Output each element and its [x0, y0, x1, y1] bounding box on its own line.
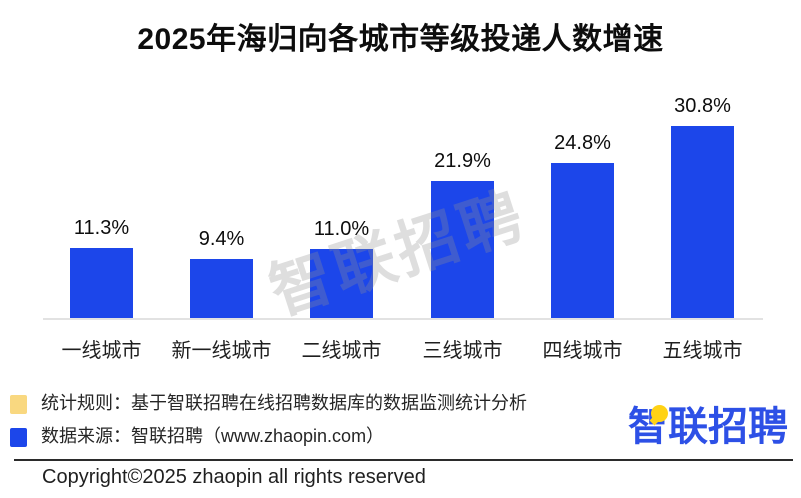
legend-swatch-blue [10, 427, 27, 447]
bar-value-label: 11.3% [73, 217, 130, 239]
category-label: 三线城市 [422, 340, 503, 362]
bar [431, 181, 494, 318]
bar [671, 126, 734, 318]
zhaopin-logo: 智联招聘 [628, 405, 788, 449]
bar [310, 249, 373, 318]
bar [190, 259, 253, 318]
bar-value-label: 9.4% [198, 228, 245, 250]
legend-swatch-yellow [10, 394, 27, 414]
bar-value-label: 30.8% [674, 95, 731, 117]
chart-title: 2025年海归向各城市等级投递人数增速 [137, 23, 664, 56]
bar-group: 11.3% 一线城市 [62, 217, 142, 362]
footer-divider-line [14, 459, 793, 461]
legend-label-statistics-rule: 统计规则：基于智联招聘在线招聘数据库的数据监测统计分析 [41, 393, 527, 413]
bar-value-label: 11.0% [313, 218, 370, 240]
legend-row-statistics-rule: 统计规则：基于智联招聘在线招聘数据库的数据监测统计分析 [10, 391, 527, 414]
bar-group: 9.4% 新一线城市 [172, 228, 272, 362]
bar-group: 21.9% 三线城市 [423, 150, 503, 362]
bar [70, 248, 133, 318]
bar-group: 30.8% 五线城市 [663, 95, 743, 362]
bar-group: 11.0% 二线城市 [302, 218, 382, 362]
category-label: 四线城市 [542, 340, 623, 362]
copyright-text: Copyright©2025 zhaopin all rights reserv… [42, 466, 426, 488]
location-pin-icon [651, 405, 668, 422]
x-axis-line [43, 318, 763, 320]
legend-row-data-source: 数据来源：智联招聘（www.zhaopin.com） [10, 424, 385, 447]
bar [551, 163, 614, 318]
bar-value-label: 21.9% [434, 150, 491, 172]
category-label: 新一线城市 [171, 340, 272, 362]
category-label: 一线城市 [61, 340, 142, 362]
legend-label-data-source: 数据来源：智联招聘（www.zhaopin.com） [41, 426, 385, 446]
category-label: 五线城市 [662, 340, 743, 362]
category-label: 二线城市 [301, 340, 382, 362]
bar-group: 24.8% 四线城市 [543, 132, 623, 362]
bar-value-label: 24.8% [554, 132, 611, 154]
